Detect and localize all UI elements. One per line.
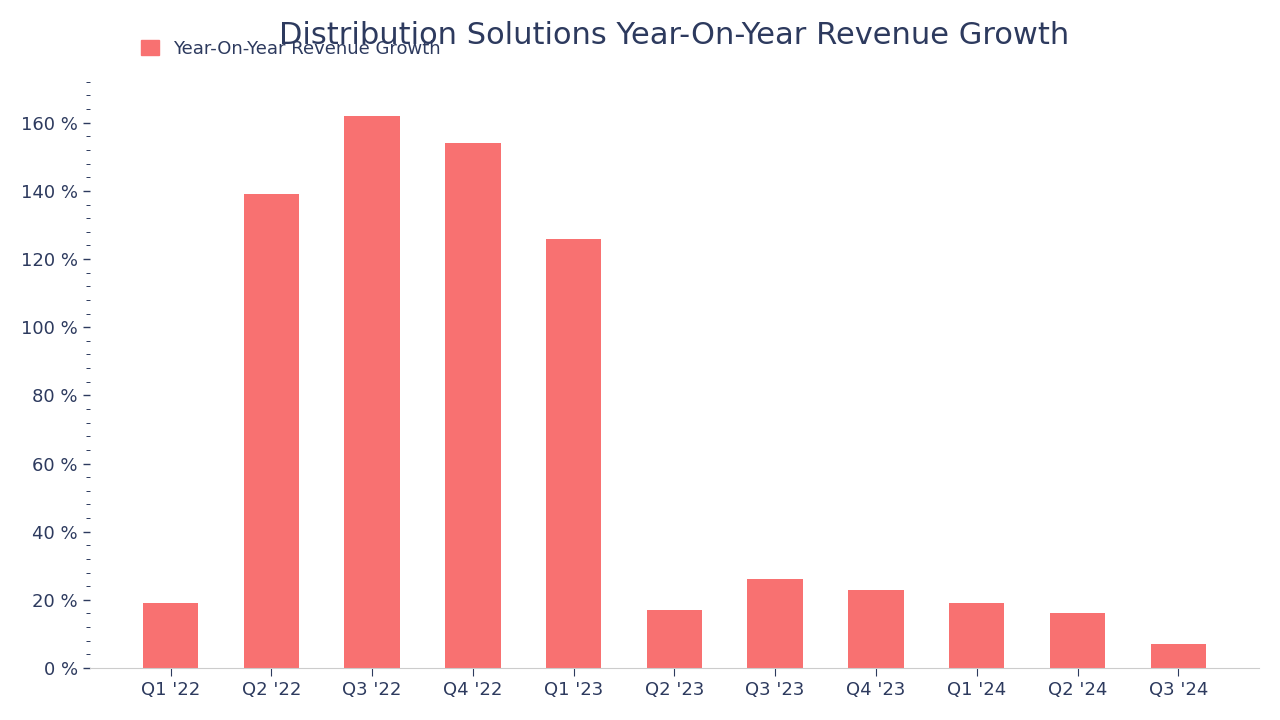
Bar [243, 194, 300, 668]
Bar [849, 590, 904, 668]
Bar [143, 603, 198, 668]
Bar [445, 143, 500, 668]
Bar [948, 603, 1005, 668]
Bar [646, 610, 703, 668]
Legend: Year-On-Year Revenue Growth: Year-On-Year Revenue Growth [133, 33, 448, 66]
Title: Distribution Solutions Year-On-Year Revenue Growth: Distribution Solutions Year-On-Year Reve… [279, 21, 1070, 50]
Bar [1050, 613, 1105, 668]
Bar [748, 580, 803, 668]
Bar [545, 238, 602, 668]
Bar [1151, 644, 1206, 668]
Bar [344, 116, 399, 668]
